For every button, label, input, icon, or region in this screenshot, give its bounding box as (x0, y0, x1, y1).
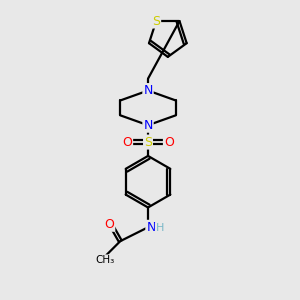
Text: O: O (164, 136, 174, 148)
Text: O: O (104, 218, 114, 231)
Text: N: N (143, 119, 153, 132)
Text: S: S (152, 14, 160, 28)
Text: CH₃: CH₃ (96, 255, 115, 265)
Text: N: N (143, 84, 153, 97)
Text: N: N (146, 221, 156, 234)
Text: S: S (144, 136, 152, 148)
Text: H: H (156, 223, 164, 233)
Text: O: O (122, 136, 132, 148)
